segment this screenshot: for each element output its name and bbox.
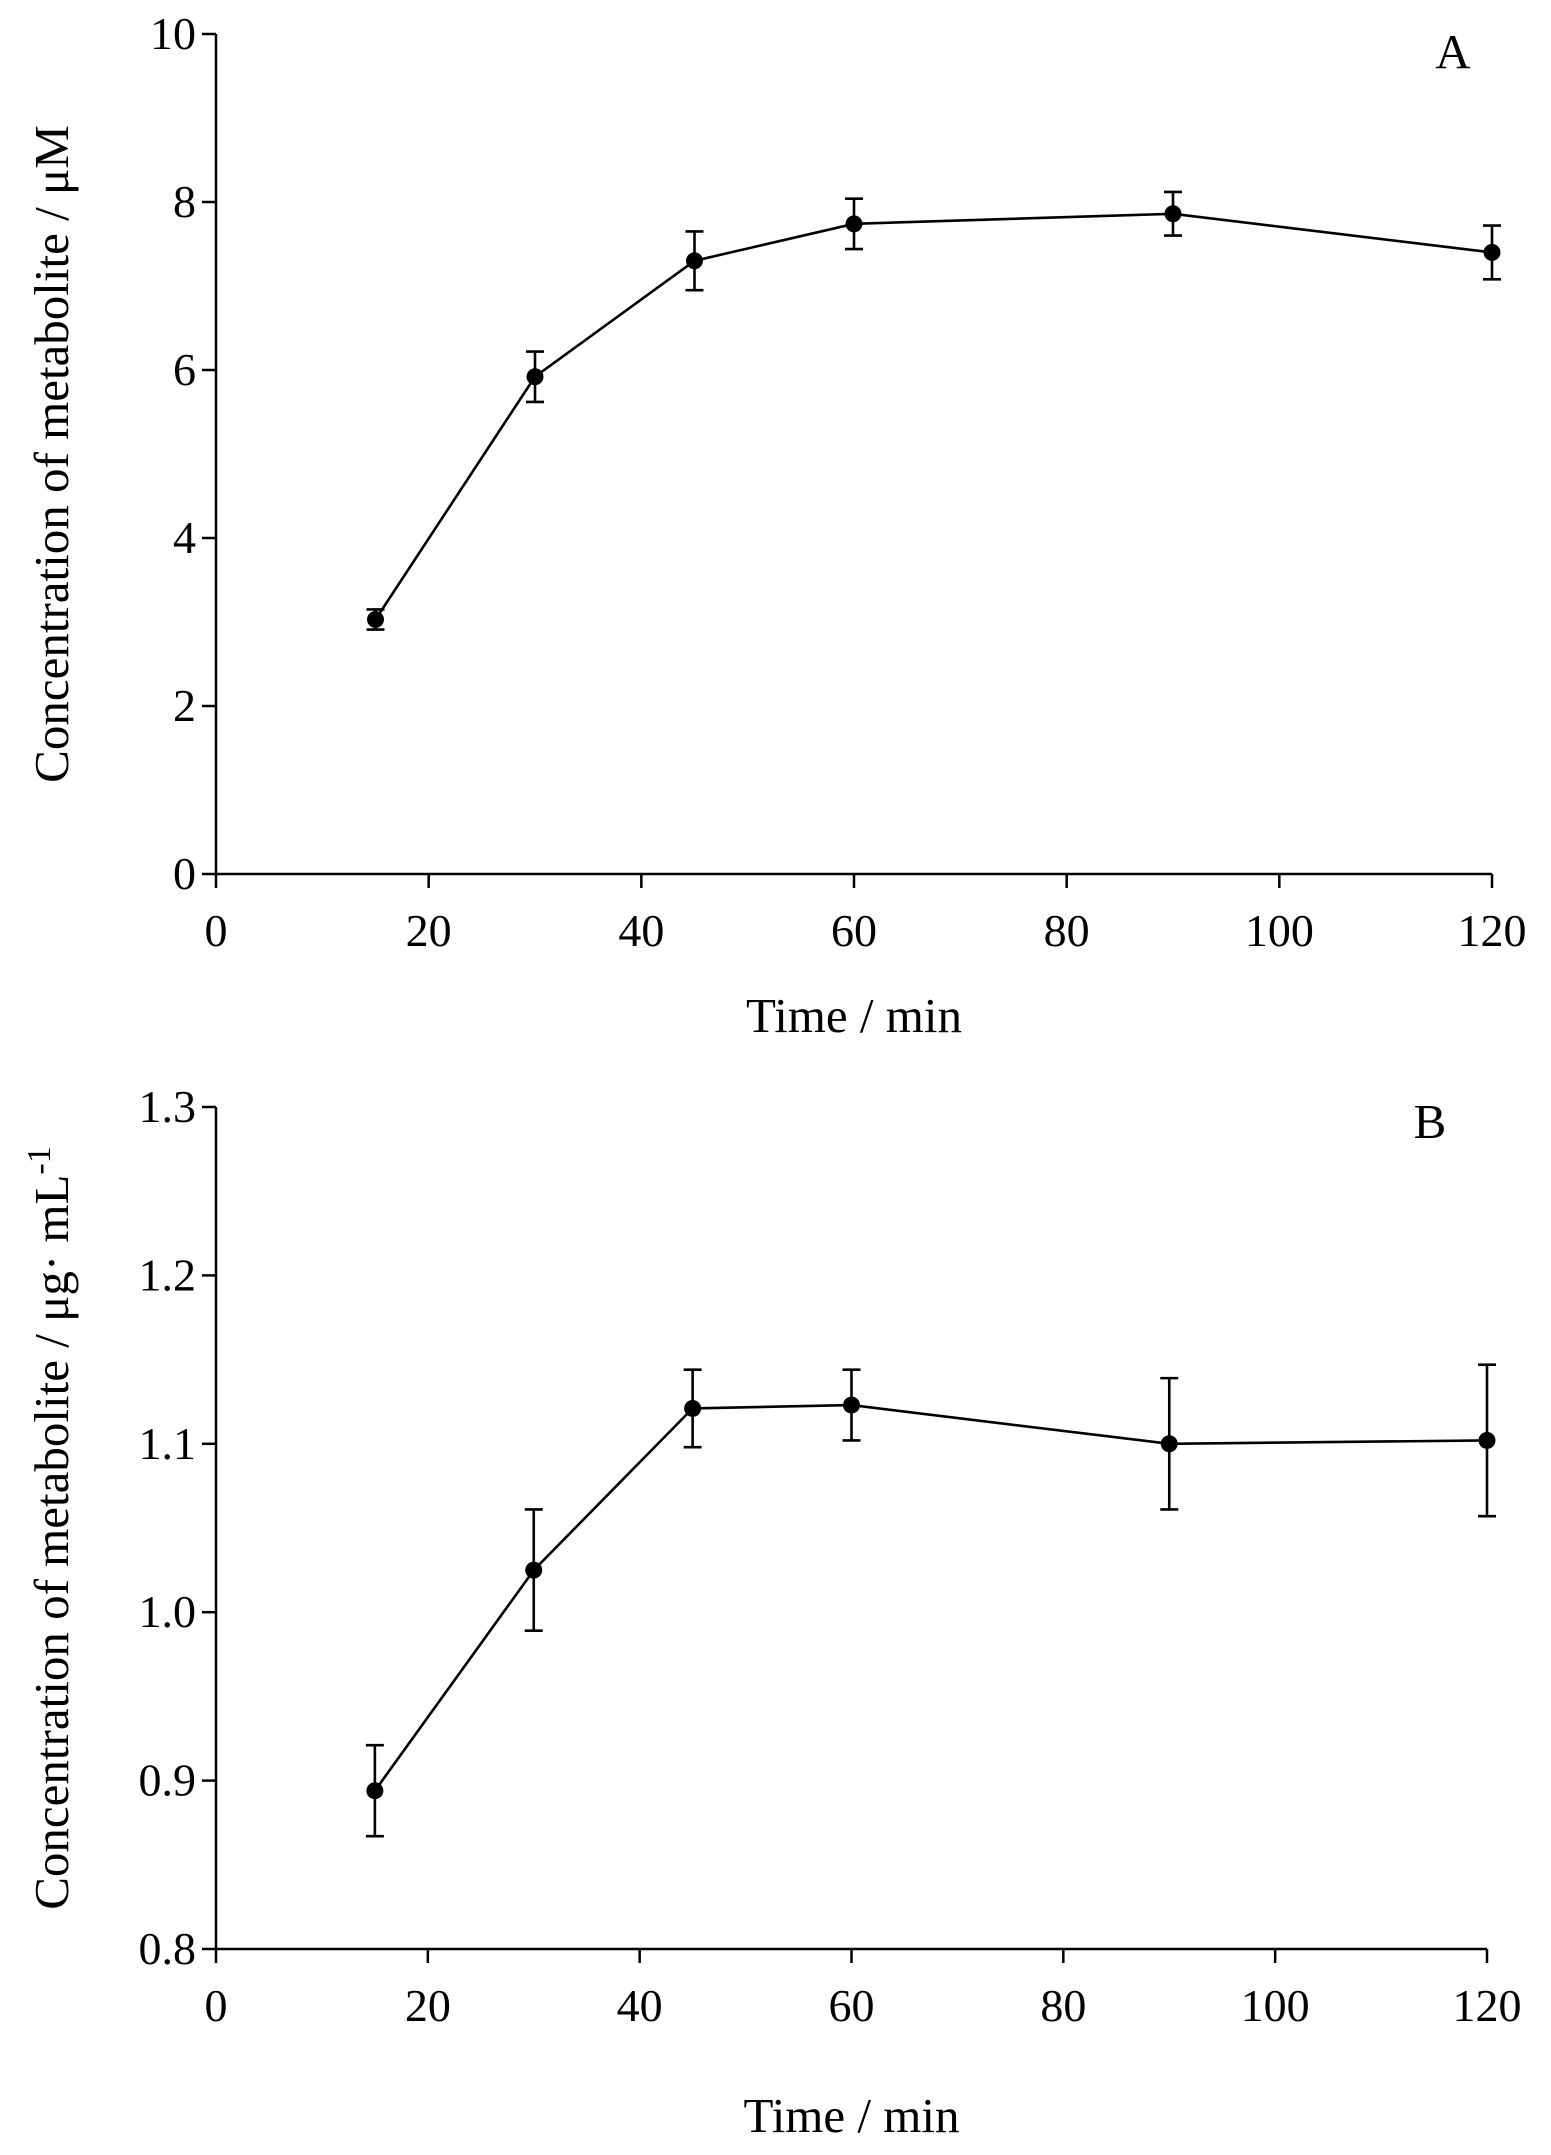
y-tick-label: 4 bbox=[173, 512, 196, 563]
data-point bbox=[526, 368, 544, 386]
x-tick-label: 120 bbox=[1453, 1980, 1522, 2031]
data-point bbox=[367, 610, 384, 628]
x-tick-label: 20 bbox=[406, 905, 452, 956]
y-tick-label: 10 bbox=[150, 8, 196, 59]
x-axis-title: Time / min bbox=[746, 988, 962, 1043]
y-tick-label: 1.3 bbox=[139, 1081, 197, 1132]
data-point bbox=[1483, 243, 1501, 261]
y-tick-label: 6 bbox=[173, 344, 196, 395]
data-point bbox=[1164, 205, 1182, 223]
x-tick-label: 80 bbox=[1044, 905, 1090, 956]
y-axis-title-superscript: -1 bbox=[21, 1146, 58, 1174]
y-axis-title: Concentration of metabolite / μM bbox=[24, 125, 79, 783]
x-tick-label: 60 bbox=[831, 905, 877, 956]
x-tick-label: 100 bbox=[1241, 1980, 1310, 2031]
y-tick-label: 0.8 bbox=[139, 1923, 197, 1974]
data-point bbox=[366, 1782, 384, 1800]
x-tick-label: 20 bbox=[405, 1980, 451, 2031]
data-point bbox=[843, 1396, 860, 1414]
y-tick-label: 0.9 bbox=[139, 1755, 197, 1806]
x-tick-label: 40 bbox=[618, 905, 664, 956]
series-line bbox=[373, 1403, 1488, 1792]
data-point bbox=[1160, 1435, 1178, 1453]
x-tick-label: 0 bbox=[205, 905, 228, 956]
x-tick-label: 100 bbox=[1245, 905, 1314, 956]
x-tick-label: 0 bbox=[205, 1980, 228, 2031]
y-tick-label: 1.0 bbox=[139, 1586, 197, 1637]
y-tick-label: 8 bbox=[173, 176, 196, 227]
x-axis-title: Time / min bbox=[743, 2088, 959, 2143]
y-tick-label: 1.1 bbox=[139, 1418, 197, 1469]
data-point bbox=[525, 1561, 543, 1579]
x-tick-label: 80 bbox=[1040, 1980, 1086, 2031]
x-tick-label: 40 bbox=[617, 1980, 663, 2031]
data-point bbox=[1478, 1431, 1496, 1449]
x-tick-label: 120 bbox=[1458, 905, 1527, 956]
x-tick-label: 60 bbox=[829, 1980, 875, 2031]
series-line bbox=[374, 212, 1493, 621]
data-point bbox=[845, 215, 863, 233]
y-tick-label: 0 bbox=[173, 848, 196, 899]
y-tick-label: 1.2 bbox=[139, 1249, 197, 1300]
y-tick-label: 2 bbox=[173, 680, 196, 731]
chart-panel-b: 0.8 0.9 1.0 1.1 1.2 1.3 0 20 40 60 80 100 120 Time / … bbox=[21, 1081, 1522, 2143]
panel-label: A bbox=[1435, 24, 1471, 79]
data-point bbox=[686, 252, 703, 270]
y-axis-title: Concentration of metabolite / μg· mL-1 bbox=[21, 1146, 79, 1910]
panel-label: B bbox=[1414, 1094, 1447, 1149]
data-point bbox=[684, 1399, 702, 1417]
